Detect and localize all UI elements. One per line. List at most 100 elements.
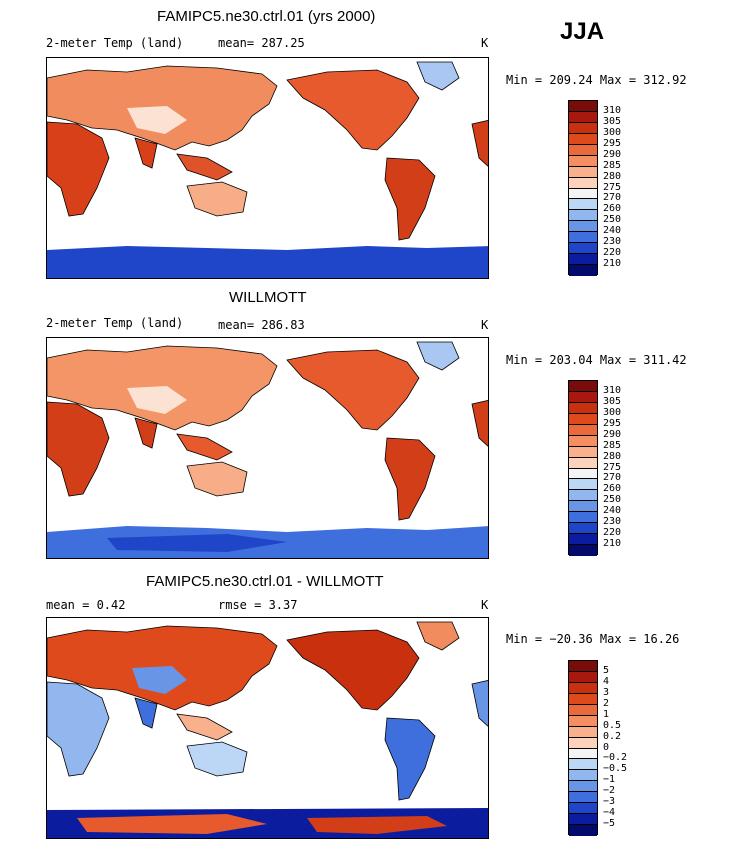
colorbar-label: −0.2 <box>603 752 628 764</box>
colorbar-label: 0 <box>603 741 610 753</box>
colorbar-segment <box>569 210 597 222</box>
colorbar-segment <box>569 402 597 414</box>
panel-3-title: FAMIPC5.ne30.ctrl.01 - WILLMOTT <box>146 573 384 590</box>
colorbar-label: 280 <box>603 170 622 182</box>
panel-2-left-label: 2-meter Temp (land) <box>46 316 184 330</box>
colorbar-label: 260 <box>603 483 622 495</box>
colorbar-label: 305 <box>603 115 622 127</box>
panel-3-units: K <box>481 598 489 612</box>
panel-1-map <box>46 57 489 279</box>
colorbar-segment <box>569 199 597 211</box>
colorbar-segment <box>569 803 597 815</box>
colorbar-segment <box>569 111 597 123</box>
colorbar-label: 0.2 <box>603 730 622 742</box>
colorbar-segment <box>569 490 597 502</box>
panel-3-colorbar <box>568 660 598 836</box>
panel-1-stat: mean= 287.25 <box>218 36 305 50</box>
colorbar-segment <box>569 523 597 535</box>
colorbar-segment <box>569 243 597 255</box>
colorbar-label: −3 <box>603 796 616 808</box>
colorbar-segment <box>569 177 597 189</box>
colorbar-label: 305 <box>603 395 622 407</box>
colorbar-label: 210 <box>603 538 622 550</box>
colorbar-label: −5 <box>603 818 616 830</box>
colorbar-label: 280 <box>603 450 622 462</box>
colorbar-segment <box>569 468 597 480</box>
colorbar-label: 240 <box>603 505 622 517</box>
colorbar-segment <box>569 759 597 771</box>
colorbar-segment <box>569 814 597 826</box>
panel-2-title: WILLMOTT <box>229 289 307 306</box>
colorbar-label: 3 <box>603 686 610 698</box>
colorbar-segment <box>569 144 597 156</box>
colorbar-segment <box>569 479 597 491</box>
colorbar-segment <box>569 748 597 760</box>
colorbar-segment <box>569 122 597 134</box>
colorbar-label: −2 <box>603 785 616 797</box>
colorbar-label: 295 <box>603 417 622 429</box>
colorbar-label: 310 <box>603 104 622 116</box>
colorbar-label: 290 <box>603 148 622 160</box>
colorbar-segment <box>569 221 597 233</box>
colorbar-segment <box>569 715 597 727</box>
colorbar-label: 270 <box>603 472 622 484</box>
panel-3-minmax: Min = −20.36 Max = 16.26 <box>506 632 680 646</box>
panel-1-left-label: 2-meter Temp (land) <box>46 36 184 50</box>
colorbar-segment <box>569 265 597 276</box>
panel-1-minmax: Min = 209.24 Max = 312.92 <box>506 73 687 87</box>
panel-1-colorbar <box>568 100 598 276</box>
colorbar-label: 290 <box>603 428 622 440</box>
colorbar-segment <box>569 726 597 738</box>
colorbar-label: 250 <box>603 494 622 506</box>
colorbar-label: 300 <box>603 406 622 418</box>
colorbar-label: 220 <box>603 527 622 539</box>
colorbar-label: 5 <box>603 664 610 676</box>
colorbar-segment <box>569 446 597 458</box>
colorbar-label: 285 <box>603 439 622 451</box>
panel-2-colorbar <box>568 380 598 556</box>
colorbar-label: 2 <box>603 697 610 709</box>
panel-2-stat: mean= 286.83 <box>218 318 305 332</box>
colorbar-segment <box>569 457 597 469</box>
season-label: JJA <box>560 18 605 45</box>
colorbar-segment <box>569 770 597 782</box>
colorbar-segment <box>569 545 597 556</box>
colorbar-label: 230 <box>603 236 622 248</box>
colorbar-label: 285 <box>603 159 622 171</box>
colorbar-segment <box>569 682 597 694</box>
colorbar-label: 1 <box>603 708 610 720</box>
colorbar-label: 310 <box>603 384 622 396</box>
panel-2-map <box>46 337 489 559</box>
colorbar-label: 260 <box>603 203 622 215</box>
colorbar-segment <box>569 133 597 145</box>
panel-3-mean: mean = 0.42 <box>46 598 126 612</box>
colorbar-segment <box>569 781 597 793</box>
panel-1-units: K <box>481 36 489 50</box>
colorbar-label: 275 <box>603 461 622 473</box>
colorbar-label: 230 <box>603 516 622 528</box>
colorbar-label: 0.5 <box>603 719 622 731</box>
colorbar-segment <box>569 381 597 392</box>
colorbar-segment <box>569 155 597 167</box>
colorbar-label: −4 <box>603 807 616 819</box>
colorbar-label: 250 <box>603 214 622 226</box>
colorbar-label: 4 <box>603 675 610 687</box>
colorbar-label: 295 <box>603 137 622 149</box>
colorbar-label: 240 <box>603 225 622 237</box>
panel-1-title: FAMIPC5.ne30.ctrl.01 (yrs 2000) <box>157 8 376 25</box>
colorbar-segment <box>569 413 597 425</box>
colorbar-segment <box>569 501 597 513</box>
panel-3-map <box>46 617 489 839</box>
colorbar-segment <box>569 661 597 672</box>
colorbar-segment <box>569 534 597 546</box>
colorbar-label: −0.5 <box>603 763 628 775</box>
colorbar-label: 275 <box>603 181 622 193</box>
colorbar-segment <box>569 825 597 836</box>
colorbar-segment <box>569 166 597 178</box>
colorbar-label: 210 <box>603 258 622 270</box>
colorbar-segment <box>569 792 597 804</box>
panel-3-rmse: rmse = 3.37 <box>218 598 298 612</box>
colorbar-segment <box>569 101 597 112</box>
colorbar-label: −1 <box>603 774 616 786</box>
colorbar-segment <box>569 704 597 716</box>
